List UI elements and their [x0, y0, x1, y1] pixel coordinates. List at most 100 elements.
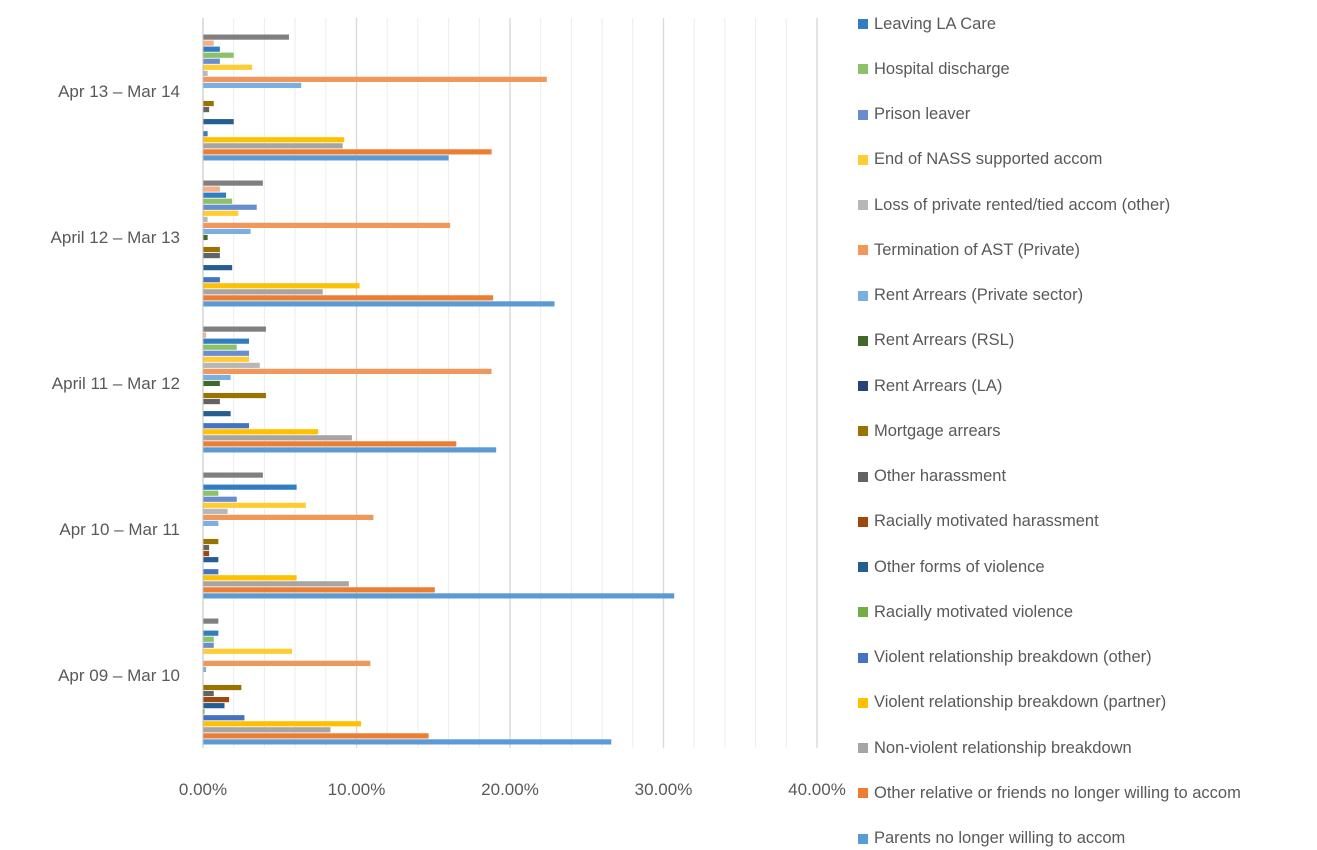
bar — [203, 344, 237, 350]
bar — [203, 502, 306, 508]
legend-label: Loss of private rented/tied accom (other… — [874, 195, 1171, 214]
legend-swatch — [858, 154, 868, 165]
legend-swatch — [858, 335, 868, 346]
bar — [203, 46, 220, 52]
legend-swatch — [858, 290, 868, 301]
legend-item: Racially motivated violence — [858, 601, 1073, 623]
bar — [203, 642, 214, 648]
bar — [203, 332, 207, 338]
bar — [203, 690, 214, 697]
bar — [203, 283, 360, 289]
bar — [203, 520, 219, 527]
bar — [203, 630, 219, 636]
legend-label: Mortgage arrears — [874, 421, 1001, 440]
bar — [203, 82, 302, 89]
bar — [203, 484, 297, 490]
legend-item: Rent Arrears (Private sector) — [858, 285, 1083, 307]
bar — [203, 149, 492, 155]
bar — [203, 709, 205, 715]
bar — [203, 733, 429, 739]
bar — [203, 398, 220, 405]
bar — [203, 362, 260, 368]
legend-item: Mortgage arrears — [858, 420, 1001, 442]
legend-label: Leaving LA Care — [874, 14, 997, 33]
legend-item: Leaving LA Care — [858, 13, 996, 35]
legend-label: Other forms of violence — [874, 557, 1045, 576]
bar — [203, 295, 494, 301]
legend-swatch — [858, 788, 868, 799]
bar — [203, 514, 374, 520]
bar — [203, 52, 234, 58]
legend-item: Rent Arrears (LA) — [858, 375, 1002, 397]
bar — [203, 496, 237, 502]
bar — [203, 380, 220, 387]
legend-item: Non-violent relationship breakdown — [858, 737, 1132, 759]
bar — [203, 508, 228, 514]
legend-label: Non-violent relationship breakdown — [874, 738, 1132, 757]
legend-label: Violent relationship breakdown (partner) — [874, 693, 1167, 712]
bar — [203, 186, 220, 192]
x-tick-label: 30.00% — [635, 780, 693, 799]
legend-swatch — [858, 471, 868, 482]
legend-label: Other relative or friends no longer will… — [874, 783, 1241, 802]
legend-swatch — [858, 607, 868, 618]
bar — [203, 143, 343, 149]
x-tick-label: 40.00% — [788, 780, 846, 799]
bar — [203, 551, 210, 557]
legend-label: Rent Arrears (LA) — [874, 376, 1003, 395]
legend-label: Racially motivated violence — [874, 602, 1074, 621]
category-label: Apr 09 – Mar 10 — [58, 666, 180, 685]
bar — [203, 411, 231, 417]
bar — [203, 435, 352, 441]
x-tick-label: 10.00% — [328, 780, 386, 799]
gridlines — [233, 18, 818, 748]
bar — [203, 155, 449, 161]
legend-item: End of NASS supported accom — [858, 149, 1102, 171]
bar — [203, 76, 547, 82]
legend-item: Other relative or friends no longer will… — [858, 782, 1241, 804]
bar — [203, 557, 219, 563]
x-tick-label: 0.00% — [179, 780, 227, 799]
bar — [203, 441, 457, 447]
bar — [203, 265, 233, 271]
bar — [203, 697, 230, 703]
legend-swatch — [858, 64, 868, 75]
legend-item: Rent Arrears (RSL) — [858, 330, 1014, 352]
bar — [203, 727, 331, 733]
bar — [203, 216, 208, 222]
legend-item: Violent relationship breakdown (other) — [858, 647, 1152, 669]
bar — [203, 180, 263, 186]
bar — [203, 40, 214, 46]
bar — [203, 538, 219, 545]
bar — [203, 137, 345, 143]
category-label: Apr 13 – Mar 14 — [58, 82, 180, 101]
legend-label: Rent Arrears (Private sector) — [874, 286, 1084, 304]
bar — [203, 618, 219, 624]
bar — [203, 252, 220, 259]
bar — [203, 587, 435, 593]
category-label: April 12 – Mar 13 — [51, 228, 180, 247]
legend-label: Hospital discharge — [874, 59, 1010, 78]
bar — [203, 210, 239, 216]
bar — [203, 58, 220, 64]
bar — [203, 715, 245, 721]
bar — [203, 234, 208, 241]
bar — [203, 429, 319, 435]
legend-item: Other harassment — [858, 466, 1006, 488]
bar — [203, 204, 257, 210]
bar — [203, 100, 214, 107]
bar — [203, 350, 250, 356]
legend-item: Parents no longer willing to accom — [858, 828, 1125, 850]
legend-swatch — [858, 833, 868, 844]
bar — [203, 703, 225, 709]
category-label: Apr 10 – Mar 11 — [59, 520, 180, 539]
bar — [203, 192, 227, 198]
bar — [203, 569, 219, 575]
bar — [203, 447, 497, 453]
category-labels: Apr 09 – Mar 10 Apr 10 – Mar 11 April 11 –… — [51, 82, 180, 685]
bar — [203, 70, 208, 76]
x-tick-labels: 0.00% 10.00% 20.00% 30.00% 40.00% — [179, 780, 846, 799]
bar — [203, 472, 263, 478]
legend-swatch — [858, 562, 868, 572]
